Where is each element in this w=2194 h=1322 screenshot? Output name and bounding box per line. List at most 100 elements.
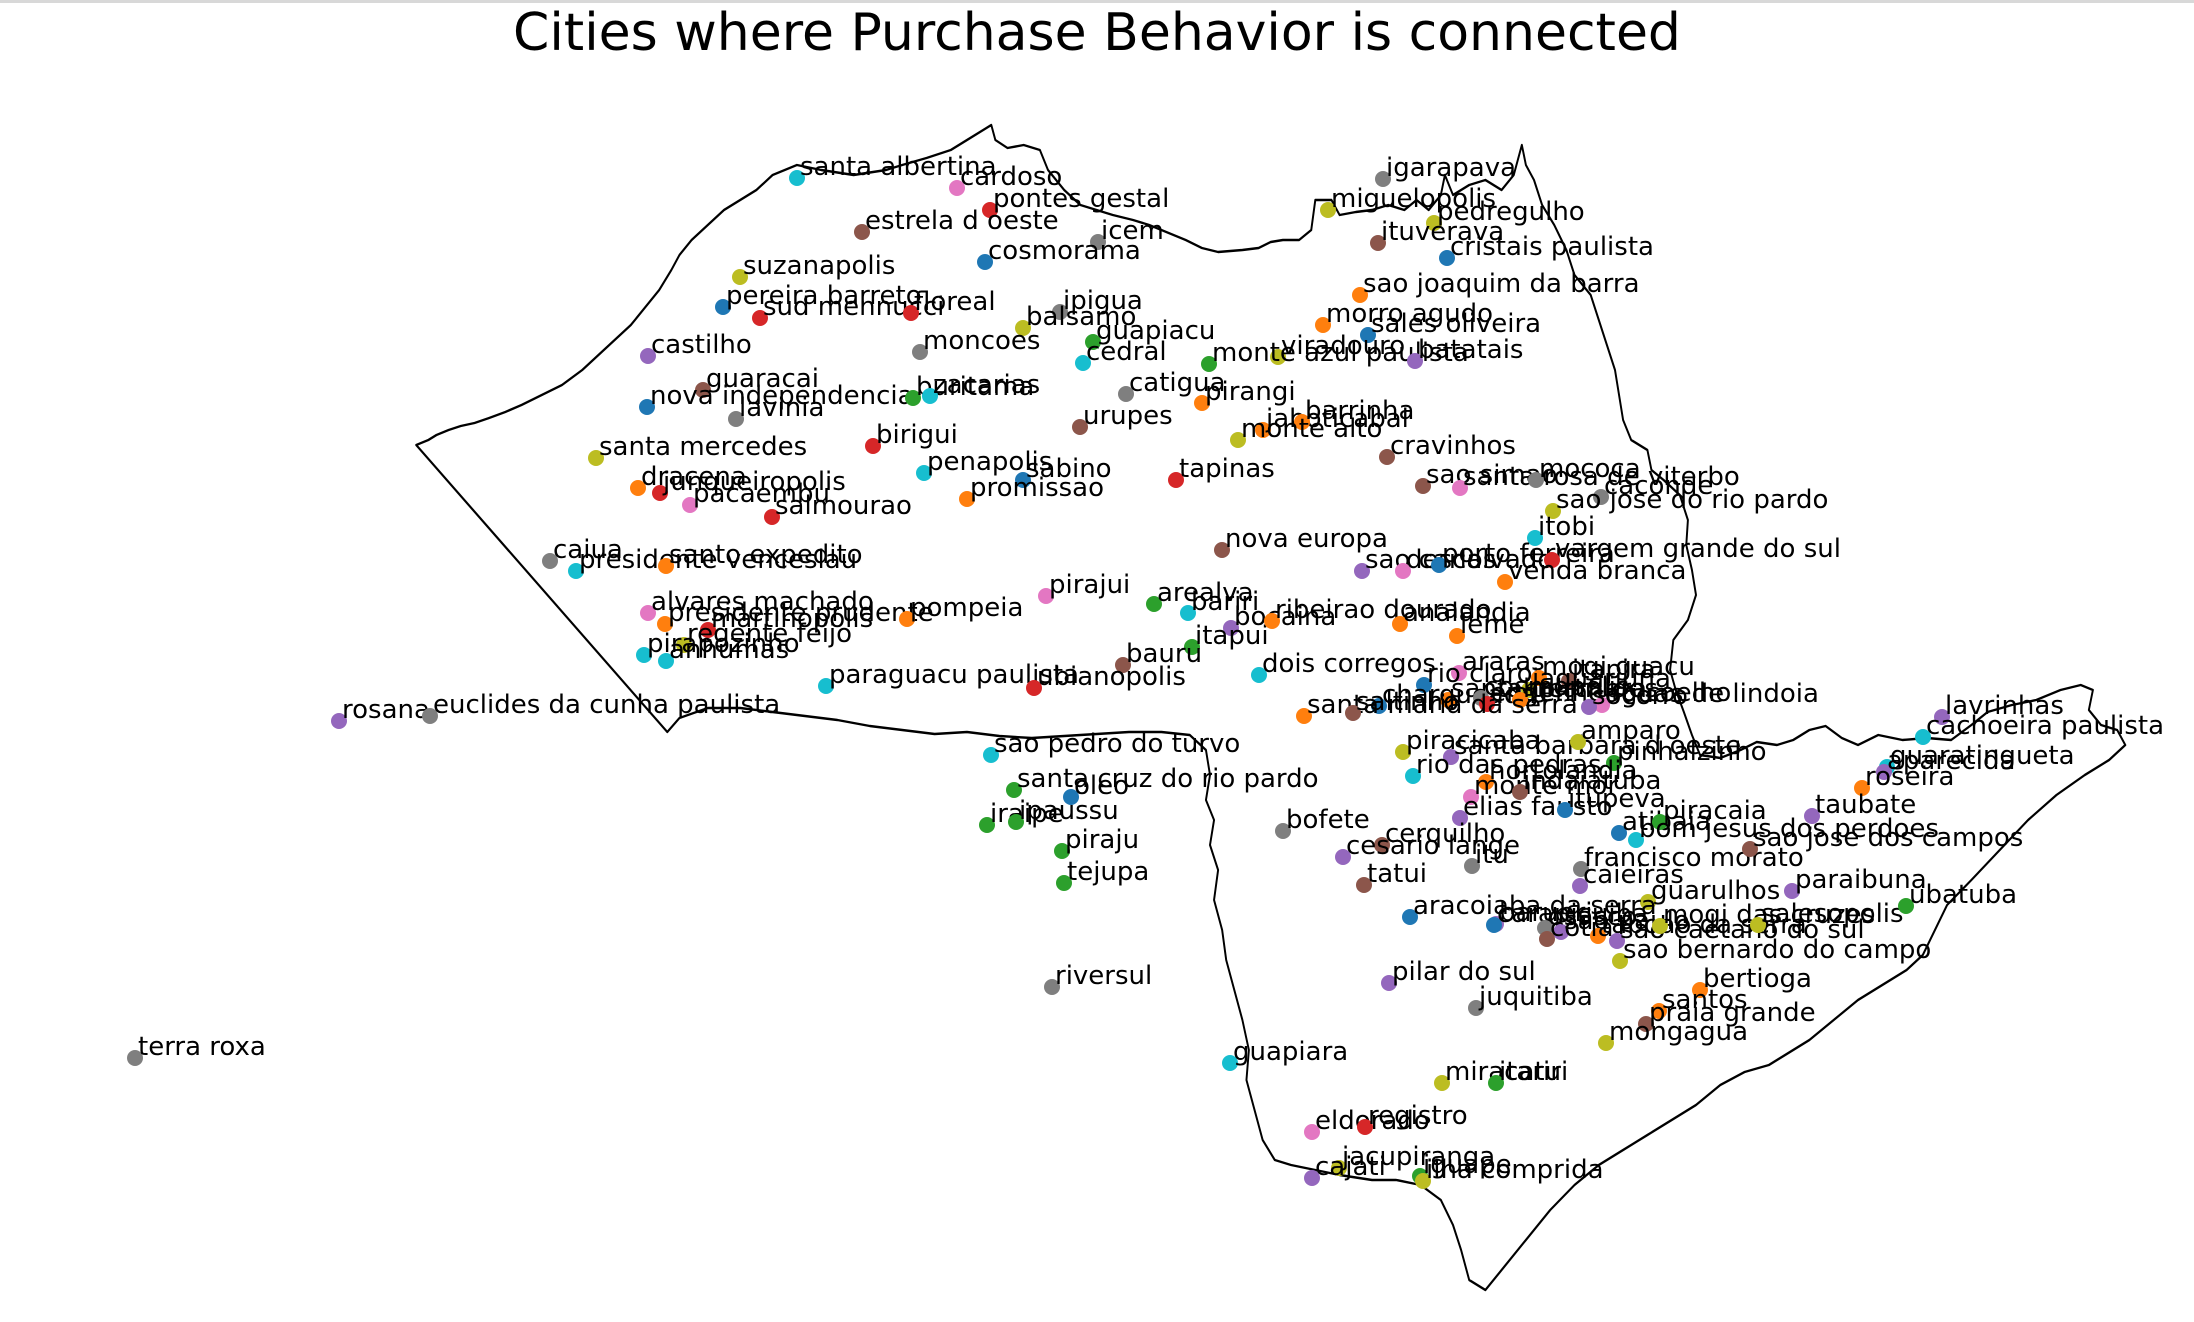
city-marker-bom-jesus-dos-perdoes — [1628, 832, 1644, 848]
city-marker-arealva — [1146, 596, 1162, 612]
city-marker-barrinha — [1294, 414, 1310, 430]
city-marker-sales-oliveira — [1360, 327, 1376, 343]
city-marker-lavinia — [728, 411, 744, 427]
city-label-mococa: mococa — [1539, 454, 1641, 484]
city-marker-ilha-comprida — [1415, 1173, 1431, 1189]
city-label-presidente-prudente: presidente prudente — [668, 598, 934, 628]
city-marker-pilar-do-sul — [1381, 975, 1397, 991]
city-marker-santo-expedito — [658, 558, 674, 574]
city-marker-cravinhos — [1379, 449, 1395, 465]
city-marker-sao-simao — [1415, 478, 1431, 494]
city-marker-pirapozinho — [636, 647, 652, 663]
city-label-bertioga: bertioga — [1703, 964, 1812, 994]
city-label-piracaia: piracaia — [1663, 796, 1767, 826]
city-label-porto-ferreira: porto ferreira — [1442, 539, 1615, 569]
city-marker-lavrinhas — [1934, 709, 1950, 725]
city-label-estrela-d-oeste: estrela d oeste — [865, 206, 1059, 236]
city-label-balsamo: balsamo — [1026, 302, 1136, 332]
city-marker-igarapava — [1375, 171, 1391, 187]
city-label-junqueiropolis: junqueiropolis — [662, 467, 846, 497]
city-marker-paraibuna — [1784, 883, 1800, 899]
city-marker-sud-mennucci — [752, 310, 768, 326]
city-marker-aracoiaba-da-serra — [1402, 909, 1418, 925]
city-marker-itupeva — [1557, 802, 1573, 818]
city-label-araras: araras — [1462, 647, 1545, 677]
city-label-aguas-de-lindoia: aguas de lindoia — [1605, 679, 1819, 709]
city-marker-sao-paulo — [1553, 924, 1569, 940]
city-label-pompeia: pompeia — [910, 593, 1023, 623]
city-label-cristais-paulista: cristais paulista — [1450, 232, 1654, 262]
city-marker-taboao-da-serra — [1590, 928, 1606, 944]
city-label-santo-expedito: santo expedito — [669, 540, 863, 570]
city-marker-nova-europa — [1214, 542, 1230, 558]
city-label-birigui: birigui — [876, 420, 958, 450]
city-marker-pompeia — [899, 611, 915, 627]
city-marker-mogi-guacu — [1531, 670, 1547, 686]
city-marker-cachoeira-paulista — [1915, 729, 1931, 745]
city-label-castilho: castilho — [651, 330, 752, 360]
city-marker-bauru — [1115, 657, 1131, 673]
city-marker-santa-maria-da-serra — [1296, 708, 1312, 724]
city-marker-roseira — [1854, 780, 1870, 796]
city-marker-bertioga — [1692, 982, 1708, 998]
city-label-sao-jose-do-rio-pardo: sao jose do rio pardo — [1556, 485, 1828, 515]
city-marker-suzanapolis — [732, 269, 748, 285]
city-label-igarapava: igarapava — [1386, 153, 1516, 183]
city-marker-sao-jose-do-rio-pardo — [1545, 503, 1561, 519]
city-marker-porto-ferreira — [1431, 557, 1447, 573]
city-label-praia-grande: praia grande — [1649, 998, 1816, 1028]
city-label-piraju: piraju — [1065, 825, 1139, 855]
city-label-pinhalzinho: pinhalzinho — [1617, 737, 1767, 767]
city-marker-salesopolis — [1750, 917, 1766, 933]
city-marker-guarulhos — [1640, 894, 1656, 910]
city-marker-charqueada — [1371, 698, 1387, 714]
city-label-monte-alto: monte alto — [1241, 414, 1382, 444]
city-marker-carapicuiba — [1486, 917, 1502, 933]
city-label-itobi: itobi — [1538, 512, 1595, 542]
city-marker-socorro — [1581, 699, 1597, 715]
city-marker-jacupiranga — [1331, 1160, 1347, 1176]
city-marker-rio-das-pedras — [1405, 768, 1421, 784]
city-label-euclides-da-cunha-paulista: euclides da cunha paulista — [433, 690, 780, 720]
city-marker-tatui — [1356, 877, 1372, 893]
city-marker-ribeirao-dourado — [1264, 613, 1280, 629]
city-label-catigua: catigua — [1129, 368, 1226, 398]
city-label-riversul: riversul — [1055, 961, 1152, 991]
city-marker-itariri — [1488, 1075, 1504, 1091]
city-marker-itapui — [1184, 639, 1200, 655]
city-label-santa-albertina: santa albertina — [800, 152, 997, 182]
city-marker-oleo — [1063, 789, 1079, 805]
city-label-bauru: bauru — [1126, 639, 1202, 669]
city-label-anhumas: anhumas — [669, 635, 789, 665]
city-label-nova-independencia: nova independencia — [650, 381, 914, 411]
city-marker-amparo — [1570, 734, 1586, 750]
city-marker-bariri — [1180, 605, 1196, 621]
city-marker-moncoes — [912, 344, 928, 360]
city-marker-pacaembu — [682, 497, 698, 513]
city-marker-rosana — [331, 713, 347, 729]
city-marker-francisco-morato — [1573, 861, 1589, 877]
city-marker-praia-grande — [1638, 1016, 1654, 1032]
city-label-pedregulho: pedregulho — [1437, 197, 1585, 227]
city-label-venda-branca: venda branca — [1508, 556, 1686, 586]
city-label-caconde: caconde — [1604, 471, 1713, 501]
city-label-eldorado: eldorado — [1315, 1106, 1430, 1136]
city-label-suzanapolis: suzanapolis — [743, 251, 895, 281]
city-marker-santa-albertina — [789, 170, 805, 186]
city-marker-alvares-machado — [640, 605, 656, 621]
city-label-pontes-gestal: pontes gestal — [993, 184, 1169, 214]
city-label-rio-claro: rio claro — [1427, 659, 1533, 689]
top-border — [0, 0, 2194, 3]
city-marker-cerquilho — [1374, 837, 1390, 853]
city-label-sao-joaquim-da-barra: sao joaquim da barra — [1363, 269, 1640, 299]
city-label-bofete: bofete — [1286, 805, 1370, 835]
city-label-cesario-lange: cesario lange — [1346, 831, 1520, 861]
city-label-ipigua: ipigua — [1063, 286, 1143, 316]
city-marker-piracicaba — [1395, 744, 1411, 760]
city-label-pirangi: pirangi — [1205, 377, 1296, 407]
city-marker-batatais — [1407, 353, 1423, 369]
city-label-terra-roxa: terra roxa — [138, 1032, 266, 1062]
city-marker-castilho — [640, 348, 656, 364]
city-label-jaboticabal: jaboticabal — [1265, 404, 1409, 434]
